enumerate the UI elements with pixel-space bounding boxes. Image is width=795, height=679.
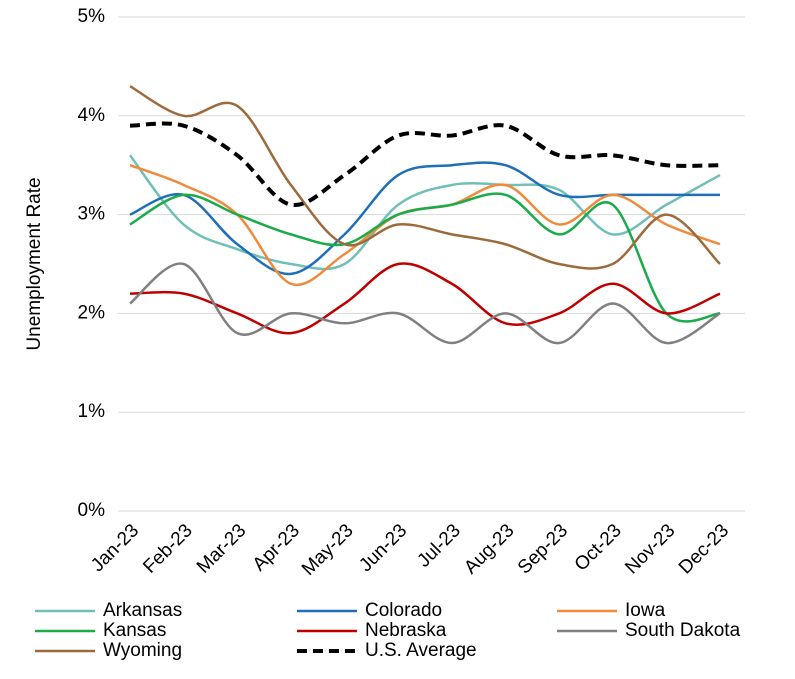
y-tick-label: 3% [78,204,106,225]
legend-label: Iowa [625,600,666,621]
x-tick-label: Jan-23 [87,520,143,576]
legend-label: South Dakota [625,620,741,641]
x-tick-label: Oct-23 [571,520,626,575]
x-tick-label: Feb-23 [139,520,196,577]
legend-label: Colorado [365,600,442,621]
x-tick-label: Jun-23 [355,520,411,576]
y-axis-label: Unemployment Rate [24,177,45,350]
series-line [129,192,721,323]
legend-label: Nebraska [365,620,447,641]
x-tick-label: Aug-23 [460,520,518,578]
y-tick-label: 4% [78,105,106,126]
x-tick-label: Sep-23 [514,520,572,578]
series-line [129,262,721,335]
legend-label: Wyoming [103,640,182,661]
x-tick-label: Apr-23 [249,520,304,575]
x-tick-label: May-23 [298,520,358,580]
legend-label: Arkansas [103,600,182,621]
series-line [129,262,721,345]
x-tick-label: Nov-23 [621,520,679,578]
x-tick-label: Dec-23 [675,520,733,578]
y-tick-label: 1% [78,401,106,422]
series-line [129,161,720,276]
y-tick-label: 0% [78,500,106,521]
y-tick-label: 5% [78,6,106,27]
series-line [129,121,721,207]
legend-label: U.S. Average [365,640,477,661]
series-line [129,85,721,270]
legend-label: Kansas [103,620,166,641]
y-tick-label: 2% [78,302,106,323]
x-tick-label: Jul-23 [413,520,464,571]
series-line [129,154,721,271]
x-tick-label: Mar-23 [193,520,250,577]
